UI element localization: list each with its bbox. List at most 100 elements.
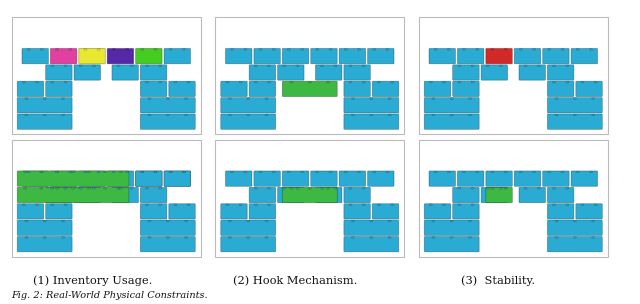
Ellipse shape bbox=[272, 49, 275, 50]
FancyBboxPatch shape bbox=[282, 48, 309, 64]
Ellipse shape bbox=[246, 237, 250, 238]
Ellipse shape bbox=[72, 171, 75, 173]
FancyBboxPatch shape bbox=[45, 65, 72, 80]
Ellipse shape bbox=[159, 188, 162, 189]
Ellipse shape bbox=[184, 220, 188, 222]
Ellipse shape bbox=[92, 65, 95, 67]
Ellipse shape bbox=[254, 204, 257, 206]
Ellipse shape bbox=[326, 188, 330, 189]
FancyBboxPatch shape bbox=[17, 220, 72, 236]
Ellipse shape bbox=[246, 98, 250, 99]
FancyBboxPatch shape bbox=[282, 171, 309, 186]
Ellipse shape bbox=[358, 49, 360, 50]
FancyBboxPatch shape bbox=[51, 171, 77, 186]
Ellipse shape bbox=[362, 204, 365, 206]
FancyBboxPatch shape bbox=[486, 171, 513, 186]
Ellipse shape bbox=[362, 65, 365, 67]
Ellipse shape bbox=[68, 49, 72, 50]
Ellipse shape bbox=[519, 171, 522, 173]
Ellipse shape bbox=[386, 49, 389, 50]
FancyBboxPatch shape bbox=[452, 204, 479, 219]
Ellipse shape bbox=[432, 114, 435, 116]
Ellipse shape bbox=[187, 81, 190, 83]
Ellipse shape bbox=[450, 220, 453, 222]
Ellipse shape bbox=[555, 98, 558, 99]
Ellipse shape bbox=[174, 81, 177, 83]
Ellipse shape bbox=[468, 114, 472, 116]
FancyBboxPatch shape bbox=[547, 220, 602, 236]
Ellipse shape bbox=[246, 220, 250, 222]
Ellipse shape bbox=[154, 171, 157, 173]
FancyBboxPatch shape bbox=[136, 171, 162, 186]
Ellipse shape bbox=[370, 98, 373, 99]
FancyBboxPatch shape bbox=[249, 204, 276, 219]
Ellipse shape bbox=[159, 65, 162, 67]
FancyBboxPatch shape bbox=[17, 171, 129, 186]
Ellipse shape bbox=[40, 171, 43, 173]
Ellipse shape bbox=[349, 188, 352, 189]
Ellipse shape bbox=[524, 188, 527, 189]
Ellipse shape bbox=[64, 204, 67, 206]
Ellipse shape bbox=[148, 114, 151, 116]
FancyBboxPatch shape bbox=[169, 81, 195, 97]
Ellipse shape bbox=[594, 81, 597, 83]
Ellipse shape bbox=[141, 49, 144, 50]
Ellipse shape bbox=[228, 237, 232, 238]
Ellipse shape bbox=[463, 49, 465, 50]
Ellipse shape bbox=[43, 98, 46, 99]
Ellipse shape bbox=[64, 188, 67, 189]
Ellipse shape bbox=[463, 171, 465, 173]
Ellipse shape bbox=[169, 171, 172, 173]
FancyBboxPatch shape bbox=[452, 187, 479, 203]
Ellipse shape bbox=[591, 220, 595, 222]
Ellipse shape bbox=[566, 204, 569, 206]
Ellipse shape bbox=[141, 171, 144, 173]
Ellipse shape bbox=[308, 81, 311, 83]
Ellipse shape bbox=[145, 204, 148, 206]
FancyBboxPatch shape bbox=[339, 48, 365, 64]
Ellipse shape bbox=[432, 98, 435, 99]
Ellipse shape bbox=[589, 171, 593, 173]
FancyBboxPatch shape bbox=[547, 114, 602, 130]
Ellipse shape bbox=[349, 204, 352, 206]
Ellipse shape bbox=[166, 237, 170, 238]
FancyBboxPatch shape bbox=[164, 48, 191, 64]
FancyBboxPatch shape bbox=[372, 81, 399, 97]
Ellipse shape bbox=[329, 171, 332, 173]
Ellipse shape bbox=[182, 49, 186, 50]
FancyBboxPatch shape bbox=[17, 187, 129, 203]
Ellipse shape bbox=[228, 98, 232, 99]
FancyBboxPatch shape bbox=[429, 48, 456, 64]
Ellipse shape bbox=[112, 171, 115, 173]
FancyBboxPatch shape bbox=[254, 48, 280, 64]
Ellipse shape bbox=[154, 49, 157, 50]
FancyBboxPatch shape bbox=[481, 65, 508, 80]
Ellipse shape bbox=[316, 49, 319, 50]
Ellipse shape bbox=[566, 188, 569, 189]
Ellipse shape bbox=[573, 220, 577, 222]
Ellipse shape bbox=[287, 171, 291, 173]
Ellipse shape bbox=[230, 49, 234, 50]
FancyBboxPatch shape bbox=[74, 187, 100, 203]
Ellipse shape bbox=[316, 171, 319, 173]
Ellipse shape bbox=[104, 188, 106, 189]
FancyBboxPatch shape bbox=[344, 81, 371, 97]
FancyBboxPatch shape bbox=[140, 187, 167, 203]
FancyBboxPatch shape bbox=[543, 48, 569, 64]
Ellipse shape bbox=[548, 49, 551, 50]
Ellipse shape bbox=[51, 204, 54, 206]
FancyBboxPatch shape bbox=[367, 48, 394, 64]
FancyBboxPatch shape bbox=[344, 204, 371, 219]
Ellipse shape bbox=[145, 188, 148, 189]
Ellipse shape bbox=[308, 188, 311, 189]
Ellipse shape bbox=[594, 204, 597, 206]
FancyBboxPatch shape bbox=[344, 220, 399, 236]
Ellipse shape bbox=[228, 220, 232, 222]
FancyBboxPatch shape bbox=[221, 237, 276, 252]
Ellipse shape bbox=[230, 171, 234, 173]
Ellipse shape bbox=[268, 81, 271, 83]
FancyBboxPatch shape bbox=[249, 65, 276, 80]
Ellipse shape bbox=[552, 81, 556, 83]
Ellipse shape bbox=[538, 65, 540, 67]
Ellipse shape bbox=[27, 171, 30, 173]
